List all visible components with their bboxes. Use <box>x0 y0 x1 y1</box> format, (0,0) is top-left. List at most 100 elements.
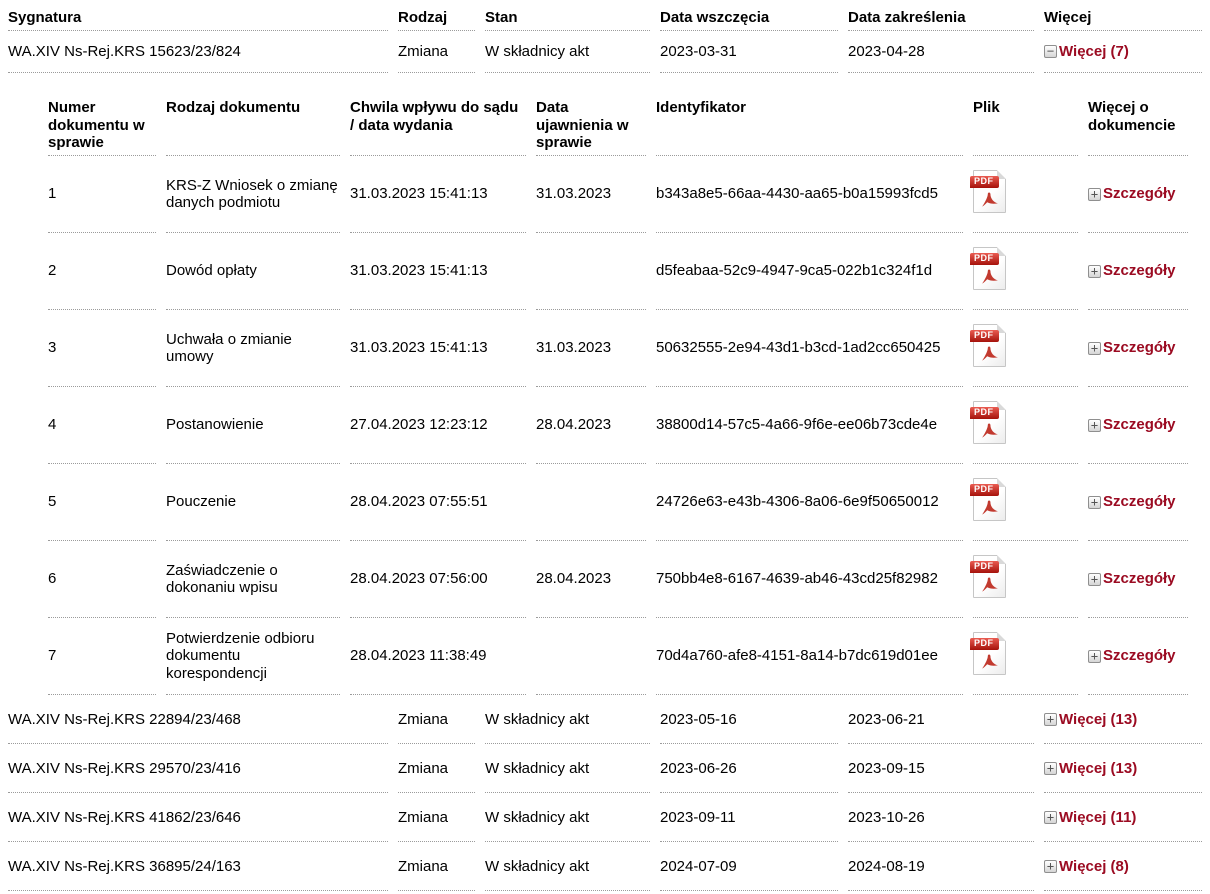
pdf-icon[interactable]: PDF <box>970 478 1006 522</box>
acrobat-swirl-icon <box>981 654 998 669</box>
pdf-icon[interactable]: PDF <box>970 170 1006 214</box>
case-status: W składnicy akt <box>485 744 650 794</box>
column-header-plik: Plik <box>973 73 1078 157</box>
case-strike-date: 2023-10-26 <box>848 793 1034 843</box>
doc-type: Potwierdzenie odbioru dokumentu korespon… <box>166 618 340 696</box>
case-more-label: Więcej (8) <box>1059 857 1129 875</box>
case-signature: WA.XIV Ns-Rej.KRS 15623/23/824 <box>8 31 388 73</box>
acrobat-swirl-icon <box>981 192 998 207</box>
case-signature: WA.XIV Ns-Rej.KRS 41862/23/646 <box>8 793 388 843</box>
pdf-banner-label: PDF <box>970 638 999 651</box>
column-header-sygnatura: Sygnatura <box>8 0 388 31</box>
doc-details-link[interactable]: + Szczegóły <box>1088 416 1176 433</box>
doc-details-link[interactable]: + Szczegóły <box>1088 262 1176 279</box>
pdf-icon[interactable]: PDF <box>970 247 1006 291</box>
documents-table-header: Numer dokumentu w sprawie Rodzaj dokumen… <box>48 73 1188 157</box>
doc-disclosure-date: 28.04.2023 <box>536 387 646 465</box>
doc-details-link[interactable]: + Szczegóły <box>1088 493 1176 510</box>
doc-identifier: 38800d14-57c5-4a66-9f6e-ee06b73cde4e <box>656 387 963 465</box>
doc-disclosure-date: 28.04.2023 <box>536 541 646 619</box>
doc-type: Postanowienie <box>166 387 340 465</box>
expand-icon[interactable]: + <box>1044 859 1057 873</box>
case-start-date: 2023-09-11 <box>660 793 838 843</box>
document-row: 2 Dowód opłaty 31.03.2023 15:41:13 d5fea… <box>48 233 1188 311</box>
doc-identifier: 70d4a760-afe8-4151-8a14-b7dc619d01ee <box>656 618 963 696</box>
doc-receipt-date: 27.04.2023 12:23:12 <box>350 387 526 465</box>
pdf-file-link[interactable]: PDF <box>970 247 1006 294</box>
case-start-date: 2023-03-31 <box>660 31 838 73</box>
case-row: WA.XIV Ns-Rej.KRS 29570/23/416 Zmiana W … <box>0 744 1210 794</box>
column-header-data-zakreslenia: Data zakreślenia <box>848 0 1034 31</box>
expand-icon[interactable]: + <box>1044 810 1057 824</box>
column-header-numer-dokumentu: Numer dokumentu w sprawie <box>48 73 156 157</box>
doc-details-link[interactable]: + Szczegóły <box>1088 647 1176 664</box>
doc-type: KRS-Z Wniosek o zmianę danych podmiotu <box>166 156 340 234</box>
page-fold <box>997 170 1006 180</box>
doc-details-link[interactable]: + Szczegóły <box>1088 185 1176 202</box>
case-start-date: 2024-07-09 <box>660 842 838 892</box>
expand-icon[interactable]: + <box>1088 649 1101 663</box>
case-more-link[interactable]: + Więcej (8) <box>1044 858 1129 875</box>
documents-table: Numer dokumentu w sprawie Rodzaj dokumen… <box>0 73 1210 696</box>
doc-type: Dowód opłaty <box>166 233 340 311</box>
pdf-icon[interactable]: PDF <box>970 401 1006 445</box>
case-status: W składnicy akt <box>485 31 650 73</box>
doc-details-link[interactable]: + Szczegóły <box>1088 570 1176 587</box>
pdf-file-link[interactable]: PDF <box>970 632 1006 679</box>
column-header-rodzaj-dokumentu: Rodzaj dokumentu <box>166 73 340 157</box>
column-header-wiecej: Więcej <box>1044 0 1202 31</box>
pdf-banner-label: PDF <box>970 330 999 343</box>
expand-icon[interactable]: + <box>1044 761 1057 775</box>
pdf-file-link[interactable]: PDF <box>970 170 1006 217</box>
expand-icon[interactable]: + <box>1088 495 1101 509</box>
case-more-label: Więcej (13) <box>1059 759 1138 777</box>
case-row: WA.XIV Ns-Rej.KRS 41862/23/646 Zmiana W … <box>0 793 1210 843</box>
pdf-file-link[interactable]: PDF <box>970 401 1006 448</box>
pdf-file-link[interactable]: PDF <box>970 478 1006 525</box>
case-type: Zmiana <box>398 842 475 892</box>
document-row: 7 Potwierdzenie odbioru dokumentu koresp… <box>48 618 1188 696</box>
doc-details-label: Szczegóły <box>1103 339 1176 357</box>
document-row: 1 KRS-Z Wniosek o zmianę danych podmiotu… <box>48 156 1188 234</box>
expand-icon[interactable]: + <box>1088 572 1101 586</box>
column-header-identyfikator: Identyfikator <box>656 73 963 157</box>
doc-details-label: Szczegóły <box>1103 262 1176 280</box>
expand-icon[interactable]: + <box>1088 264 1101 278</box>
pdf-icon[interactable]: PDF <box>970 632 1006 676</box>
pdf-icon[interactable]: PDF <box>970 555 1006 599</box>
doc-number: 5 <box>48 464 156 542</box>
pdf-file-link[interactable]: PDF <box>970 555 1006 602</box>
column-header-chwila-wplywu: Chwila wpływu do sądu / data wydania <box>350 73 526 157</box>
case-more-label: Więcej (7) <box>1059 43 1129 60</box>
pdf-icon[interactable]: PDF <box>970 324 1006 368</box>
document-row: 4 Postanowienie 27.04.2023 12:23:12 28.0… <box>48 387 1188 465</box>
doc-details-label: Szczegóły <box>1103 493 1176 511</box>
case-more-link[interactable]: − Więcej (7) <box>1044 43 1129 60</box>
case-type: Zmiana <box>398 793 475 843</box>
pdf-file-link[interactable]: PDF <box>970 324 1006 371</box>
expand-icon[interactable]: + <box>1088 341 1101 355</box>
case-type: Zmiana <box>398 31 475 73</box>
collapse-icon[interactable]: − <box>1044 45 1057 58</box>
column-header-data-ujawnienia: Data ujawnienia w sprawie <box>536 73 646 157</box>
doc-disclosure-date: 31.03.2023 <box>536 310 646 388</box>
expand-icon[interactable]: + <box>1088 187 1101 201</box>
doc-details-link[interactable]: + Szczegóły <box>1088 339 1176 356</box>
case-row: WA.XIV Ns-Rej.KRS 22894/23/468 Zmiana W … <box>0 695 1210 745</box>
expand-icon[interactable]: + <box>1088 418 1101 432</box>
doc-number: 1 <box>48 156 156 234</box>
pdf-banner-label: PDF <box>970 253 999 266</box>
case-row: WA.XIV Ns-Rej.KRS 36895/24/163 Zmiana W … <box>0 842 1210 892</box>
case-more-link[interactable]: + Więcej (13) <box>1044 711 1137 728</box>
case-more-link[interactable]: + Więcej (11) <box>1044 809 1136 826</box>
case-more-link[interactable]: + Więcej (13) <box>1044 760 1137 777</box>
doc-receipt-date: 31.03.2023 15:41:13 <box>350 233 526 311</box>
pdf-banner-label: PDF <box>970 484 999 497</box>
case-status: W składnicy akt <box>485 695 650 745</box>
doc-disclosure-date <box>536 618 646 696</box>
expand-icon[interactable]: + <box>1044 712 1057 726</box>
doc-type: Pouczenie <box>166 464 340 542</box>
case-strike-date: 2024-08-19 <box>848 842 1034 892</box>
doc-disclosure-date: 31.03.2023 <box>536 156 646 234</box>
doc-type: Uchwała o zmianie umowy <box>166 310 340 388</box>
